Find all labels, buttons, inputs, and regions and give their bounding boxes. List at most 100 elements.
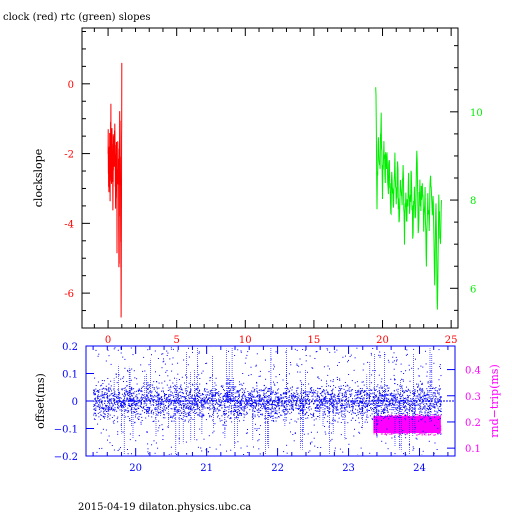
offset-point [98,391,100,393]
offset-point [417,397,419,399]
rtt-point [416,423,418,425]
offset-point [405,389,407,391]
offset-point [328,398,330,400]
rtt-point [424,429,426,431]
offset-point [397,391,399,393]
offset-outlier-point [172,417,174,419]
offset-point [204,388,206,389]
offset-point [103,387,105,389]
rtt-point [437,424,439,426]
offset-point [407,402,409,404]
offset-point [390,394,392,395]
offset-outlier-point [169,358,171,360]
rtt-point [385,415,387,417]
offset-point [252,418,254,419]
offset-outlier-point [188,347,189,349]
offset-point [396,402,398,403]
offset-outlier-point [287,388,289,390]
offset-point [239,412,241,414]
offset-point [121,405,123,407]
offset-point [230,389,232,391]
offset-point [94,390,96,392]
offset-outlier-point [231,421,233,423]
offset-point [253,399,255,401]
offset-outlier-point [151,354,152,356]
offset-point [384,409,386,411]
offset-outlier-point [108,398,110,400]
offset-point [355,398,357,400]
offset-outlier-point [376,436,378,438]
offset-outlier-point [123,381,124,382]
rtt-point [392,418,394,420]
offset-point [271,388,272,390]
offset-point [334,399,336,401]
offset-outlier-point [214,423,216,425]
offset-point [290,393,292,394]
offset-point [393,390,395,392]
offset-point [184,382,185,384]
offset-outlier-point [383,409,385,411]
offset-outlier-point [348,374,350,375]
offset-point [352,398,353,400]
rtt-point [425,425,427,427]
offset-point [275,420,277,422]
offset-point [383,396,385,398]
offset-point [274,401,276,403]
offset-point [378,411,380,413]
offset-outlier-point [209,446,211,448]
offset-outlier-point [117,433,119,435]
offset-point [173,396,175,398]
offset-point [129,403,131,405]
offset-point [375,402,377,404]
offset-point [336,406,338,408]
offset-point [247,412,248,414]
offset-outlier-point [118,374,120,376]
offset-outlier-point [292,434,294,435]
rtt-point [388,420,390,422]
offset-outlier-point [345,415,346,417]
rtt-point [426,425,428,427]
offset-outlier-point [279,374,280,375]
offset-point [223,388,224,390]
offset-outlier-point [329,368,330,370]
rtt-point [406,422,408,423]
offset-point [128,410,130,412]
offset-outlier-point [296,363,298,365]
offset-outlier-point [378,374,380,376]
offset-point [364,390,366,392]
offset-outlier-point [440,367,441,369]
rtt-point [379,421,381,423]
offset-point [291,404,293,405]
offset-outlier-point [101,388,103,390]
rtt-point [412,432,414,434]
offset-point [307,403,309,405]
offset-outlier-point [381,416,383,417]
offset-outlier-point [227,378,229,380]
offset-point [264,405,266,407]
offset-outlier-point [368,395,370,397]
offset-point [391,397,393,399]
offset-point [187,395,189,396]
offset-outlier-point [170,348,172,350]
offset-point [157,401,159,403]
offset-point [314,408,316,409]
rtt-point [438,429,440,431]
offset-outlier-point [223,424,225,426]
offset-outlier-point [402,432,403,434]
offset-point [255,399,257,401]
offset-point [400,397,402,399]
offset-point [321,399,323,401]
offset-point [303,407,305,409]
offset-outlier-point [411,367,413,369]
offset-point [147,384,149,386]
offset-point [227,406,229,408]
offset-outlier-point [197,446,199,448]
rtt-point [426,430,428,432]
offset-point [147,382,149,384]
offset-point [114,409,116,411]
offset-point [196,395,198,397]
offset-point [172,394,174,396]
offset-outlier-point [263,396,265,398]
offset-point [163,400,165,402]
offset-point [325,406,327,408]
